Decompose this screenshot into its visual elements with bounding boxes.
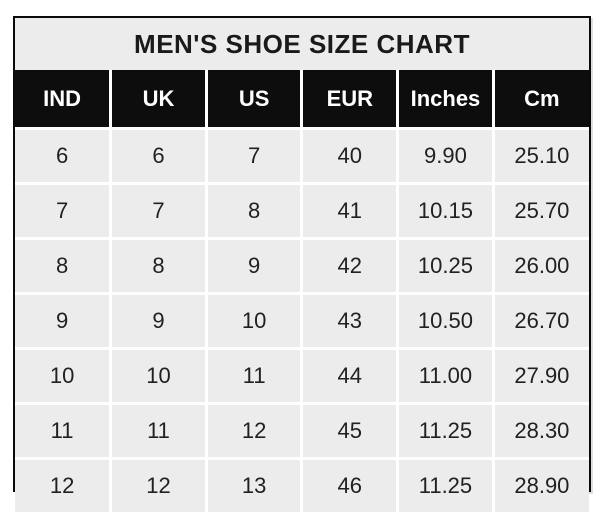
table-cell: 28.30 [491, 402, 589, 460]
table-body: 6 6 7 40 9.90 25.10 7 7 8 41 10.15 25.70 8 8 9 42 10.25 2… [15, 127, 589, 512]
table-cell: 25.10 [491, 127, 589, 185]
table-cell: 9 [15, 292, 113, 350]
table-cell: 12 [109, 457, 208, 512]
table-row: 7 7 8 41 10.15 25.70 [15, 182, 589, 240]
table-cell: 10 [109, 347, 208, 405]
table-cell: 12 [204, 402, 304, 460]
table-cell: 11 [204, 347, 304, 405]
table-cell: 7 [109, 182, 208, 240]
table-cell: 13 [204, 457, 304, 512]
table-cell: 41 [300, 182, 400, 240]
table-cell: 6 [15, 127, 113, 185]
table-cell: 44 [300, 347, 400, 405]
table-cell: 10.15 [396, 182, 495, 240]
table-cell: 26.70 [491, 292, 589, 350]
table-cell: 11.25 [396, 402, 495, 460]
column-header: UK [109, 70, 208, 130]
table-cell: 10 [15, 347, 113, 405]
column-header: EUR [300, 70, 400, 130]
column-header: US [204, 70, 304, 130]
table-cell: 8 [109, 237, 208, 295]
table-row: 12 12 13 46 11.25 28.90 [15, 457, 589, 512]
column-header: Inches [396, 70, 495, 130]
table-cell: 9 [109, 292, 208, 350]
table-cell: 10.50 [396, 292, 495, 350]
table-row: 9 9 10 43 10.50 26.70 [15, 292, 589, 350]
table-cell: 43 [300, 292, 400, 350]
table-row: 8 8 9 42 10.25 26.00 [15, 237, 589, 295]
table-cell: 11.00 [396, 347, 495, 405]
table-row: 10 10 11 44 11.00 27.90 [15, 347, 589, 405]
table-cell: 8 [204, 182, 304, 240]
table-cell: 42 [300, 237, 400, 295]
table-row: 6 6 7 40 9.90 25.10 [15, 127, 589, 185]
table-cell: 45 [300, 402, 400, 460]
table-cell: 10 [204, 292, 304, 350]
size-table: IND UK US EUR Inches Cm 6 6 7 40 9.90 25.10 7 7 8 41 10… [15, 70, 589, 512]
table-cell: 12 [15, 457, 113, 512]
table-cell: 8 [15, 237, 113, 295]
table-row: 11 11 12 45 11.25 28.30 [15, 402, 589, 460]
table-cell: 9 [204, 237, 304, 295]
table-cell: 46 [300, 457, 400, 512]
shoe-size-chart: MEN'S SHOE SIZE CHART IND UK US EUR Inches Cm… [13, 16, 591, 512]
table-cell: 40 [300, 127, 400, 185]
table-cell: 7 [15, 182, 113, 240]
table-cell: 11 [15, 402, 113, 460]
table-cell: 7 [204, 127, 304, 185]
table-cell: 6 [109, 127, 208, 185]
table-cell: 9.90 [396, 127, 495, 185]
table-cell: 11.25 [396, 457, 495, 512]
table-cell: 10.25 [396, 237, 495, 295]
column-header: IND [15, 70, 113, 130]
table-cell: 28.90 [491, 457, 589, 512]
chart-title: MEN'S SHOE SIZE CHART [15, 18, 589, 70]
table-header-row: IND UK US EUR Inches Cm [15, 70, 589, 130]
table-cell: 25.70 [491, 182, 589, 240]
table-cell: 26.00 [491, 237, 589, 295]
table-cell: 11 [109, 402, 208, 460]
table-cell: 27.90 [491, 347, 589, 405]
column-header: Cm [491, 70, 589, 130]
